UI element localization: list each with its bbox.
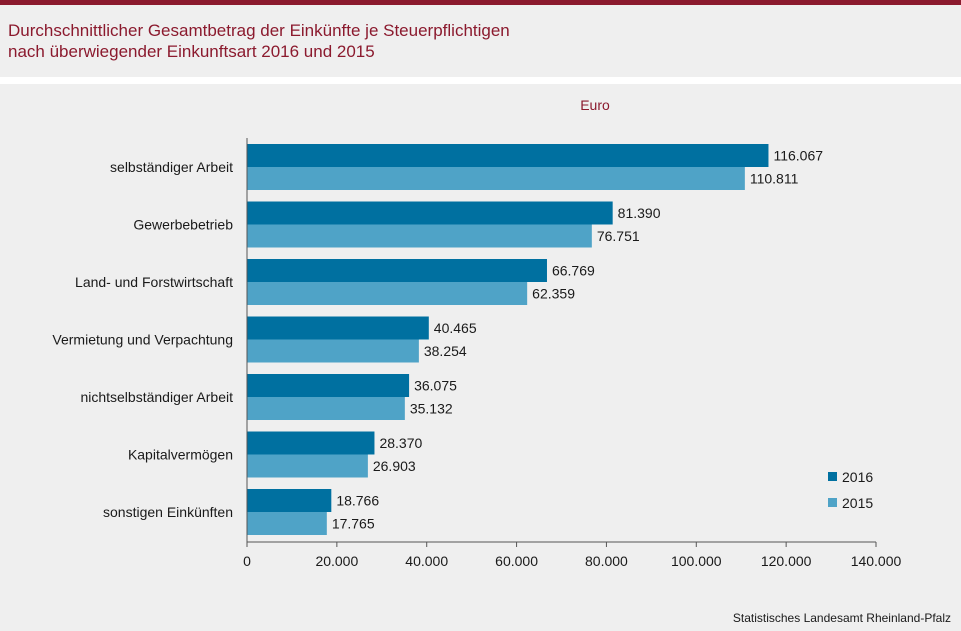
value-label-2016: 18.766 <box>336 493 379 509</box>
unit-label: Euro <box>580 97 610 113</box>
x-tick-label: 20.000 <box>315 553 358 569</box>
value-label-2015: 35.132 <box>410 401 453 417</box>
legend-label-2015: 2015 <box>842 495 873 511</box>
chart-title-line-2: nach überwiegender Einkunftsart 2016 und… <box>8 42 375 61</box>
x-tick-label: 140.000 <box>851 553 902 569</box>
legend-swatch-2016 <box>828 472 837 481</box>
chart-title: Durchschnittlicher Gesamtbetrag der Eink… <box>8 20 908 62</box>
legend-swatch-2015 <box>828 498 837 507</box>
title-separator <box>0 77 961 84</box>
value-label-2015: 76.751 <box>597 228 640 244</box>
category-label: Land- und Forstwirtschaft <box>75 274 233 290</box>
value-label-2016: 66.769 <box>552 263 595 279</box>
bar-2016 <box>247 259 547 282</box>
value-label-2015: 110.811 <box>750 171 799 187</box>
source-note: Statistisches Landesamt Rheinland-Pfalz <box>732 611 951 625</box>
bar-2016 <box>247 144 769 167</box>
top-accent-bar <box>0 0 961 5</box>
value-label-2016: 81.390 <box>618 205 661 221</box>
bar-2016 <box>247 374 410 397</box>
bar-2016 <box>247 201 613 225</box>
category-label: Vermietung und Verpachtung <box>52 332 233 348</box>
value-label-2016: 28.370 <box>379 435 422 451</box>
bar-2016 <box>247 431 375 455</box>
value-label-2015: 62.359 <box>532 286 575 302</box>
value-label-2015: 17.765 <box>332 516 375 532</box>
x-tick-label: 120.000 <box>761 553 812 569</box>
bar-2015 <box>247 167 745 190</box>
bar-2015 <box>247 339 419 363</box>
category-label: Gewerbebetrieb <box>133 217 233 233</box>
value-label-2016: 40.465 <box>434 320 477 336</box>
x-tick-label: 100.000 <box>671 553 722 569</box>
category-label: selbständiger Arbeit <box>110 159 233 175</box>
category-label: nichtselbständiger Arbeit <box>80 389 233 405</box>
value-label-2016: 36.075 <box>414 378 457 394</box>
x-tick-label: 40.000 <box>405 553 448 569</box>
bar-2016 <box>247 489 332 512</box>
category-label: sonstigen Einkünften <box>103 504 233 520</box>
bar-2015 <box>247 397 405 420</box>
chart-title-line-1: Durchschnittlicher Gesamtbetrag der Eink… <box>8 21 510 40</box>
category-label: Kapitalvermögen <box>128 447 233 463</box>
bar-2016 <box>247 316 429 340</box>
value-label-2016: 116.067 <box>773 148 823 164</box>
bar-2015 <box>247 224 592 248</box>
x-tick-label: 0 <box>243 553 251 569</box>
value-label-2015: 38.254 <box>424 343 467 359</box>
legend-label-2016: 2016 <box>842 469 873 485</box>
value-label-2015: 26.903 <box>373 458 416 474</box>
bar-2015 <box>247 512 327 535</box>
bar-2015 <box>247 454 368 478</box>
x-tick-label: 60.000 <box>495 553 538 569</box>
x-tick-label: 80.000 <box>585 553 628 569</box>
bar-2015 <box>247 282 528 305</box>
